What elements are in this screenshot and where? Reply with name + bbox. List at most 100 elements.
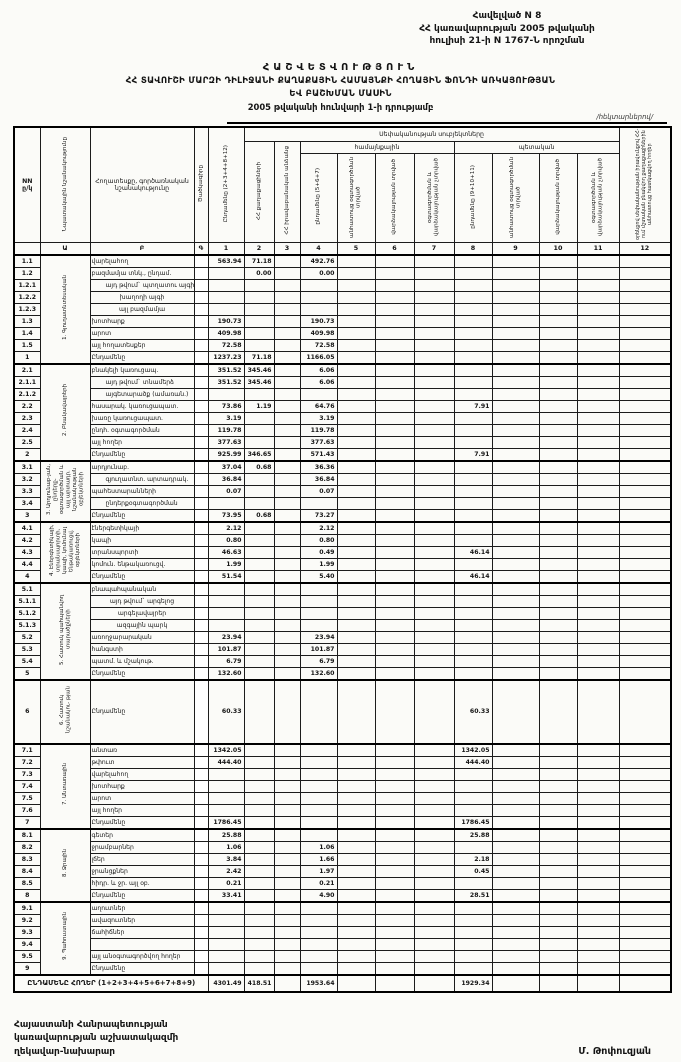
code-cell	[193, 779, 209, 793]
value-cell	[413, 961, 455, 976]
value-cell: 444.40	[453, 755, 493, 769]
value-cell: 0.68	[243, 459, 275, 474]
value-cell	[576, 803, 620, 817]
value-cell	[207, 302, 245, 316]
section-label-text: 4. Էներգետիկայի, տրանսպորտի, կապի, կոմու…	[48, 524, 81, 577]
value-cell	[273, 876, 301, 890]
code-cell	[193, 654, 209, 668]
value-cell	[538, 876, 578, 890]
value-cell	[618, 581, 672, 596]
value-cell	[243, 949, 275, 963]
value-cell	[576, 435, 620, 449]
value-cell	[243, 779, 275, 793]
value-cell	[243, 925, 275, 939]
value-cell	[273, 533, 301, 547]
value-cell	[336, 447, 376, 462]
value-cell	[538, 642, 578, 656]
value-cell	[576, 606, 620, 620]
row-number: 4.3	[13, 545, 41, 559]
value-cell	[538, 447, 578, 462]
signature-block: Հայաստանի Հանրապետության կառավարության ա…	[14, 1019, 651, 1060]
value-cell	[374, 791, 415, 805]
value-cell	[273, 937, 301, 951]
col-header-9: անհատույց օգտագործման տրված	[491, 152, 540, 243]
table-header: NN ը/կ Նպատակային նշանակությունը Հողատես…	[13, 126, 672, 256]
table-row: 2.1 2. Բնակավայրերի բնակելի կառուցապ. 351.5…	[13, 362, 672, 462]
value-cell	[453, 520, 493, 535]
value-cell: 418.51	[243, 973, 275, 993]
value-cell: 377.63	[207, 435, 245, 449]
value-cell: 0.00	[243, 266, 275, 280]
value-cell	[299, 290, 338, 304]
value-cell	[243, 338, 275, 352]
value-cell	[453, 961, 493, 976]
signatory-title: Հայաստանի Հանրապետության կառավարության ա…	[14, 1019, 178, 1060]
value-cell	[491, 618, 540, 632]
code-cell	[193, 900, 209, 915]
value-cell: 46.14	[453, 545, 493, 559]
value-cell	[336, 594, 376, 608]
value-cell	[413, 302, 455, 316]
land-type-label: կապի	[89, 533, 195, 547]
value-cell	[336, 618, 376, 632]
value-cell	[273, 925, 301, 939]
col-header-total-text: Ընդամենը (2+3+4+8+12)	[222, 145, 229, 223]
value-cell	[374, 888, 415, 903]
section-label: 7. Անտառային	[39, 742, 91, 830]
group-header-subjects: Սեփականության սուբյեկտները	[243, 126, 620, 142]
value-cell	[491, 338, 540, 352]
value-cell	[207, 594, 245, 608]
value-cell	[538, 755, 578, 769]
value-cell	[243, 472, 275, 486]
value-cell: 37.04	[207, 459, 245, 474]
code-cell	[193, 840, 209, 854]
value-cell	[413, 642, 455, 656]
land-type-label: ճահիճներ	[89, 925, 195, 939]
value-cell	[618, 937, 672, 951]
table-row: 5.2 առողջարարական 23.94 23.94	[13, 630, 672, 644]
col-header-12-text: օրենքով սեփականության իրավունքով ՀՀ-ում …	[634, 128, 653, 240]
table-row: 1 Ընդամենը 1237.23 71.18 1166.05	[13, 350, 672, 365]
value-cell	[336, 411, 376, 425]
value-cell	[576, 302, 620, 316]
value-cell	[491, 399, 540, 413]
land-type-label: գյուղատնտ. արտադրակ.	[89, 472, 195, 486]
value-cell	[336, 949, 376, 963]
value-cell	[243, 326, 275, 340]
row-number: 2.1	[13, 362, 41, 377]
value-cell	[336, 913, 376, 927]
value-cell	[207, 791, 245, 805]
land-type-label: Ընդամենը	[89, 666, 195, 681]
value-cell	[491, 973, 540, 993]
value-cell	[618, 654, 672, 668]
value-cell	[618, 606, 672, 620]
value-cell	[299, 496, 338, 510]
value-cell	[336, 375, 376, 389]
value-cell	[618, 630, 672, 644]
value-cell	[576, 278, 620, 292]
col-num: 9	[491, 241, 540, 256]
table-row: 1.2.2 խաղողի այգի	[13, 290, 672, 304]
value-cell	[336, 678, 376, 745]
group-header-state: պետական	[453, 140, 620, 154]
row-number: 8.2	[13, 840, 41, 854]
value-cell: 33.41	[207, 888, 245, 903]
value-cell: 36.84	[207, 472, 245, 486]
value-cell	[491, 266, 540, 280]
value-cell	[576, 654, 620, 668]
value-cell	[243, 569, 275, 584]
value-cell	[538, 864, 578, 878]
value-cell	[374, 459, 415, 474]
value-cell: 0.49	[299, 545, 338, 559]
table-row: 3.2 գյուղատնտ. արտադրակ. 36.84 36.84	[13, 472, 672, 486]
value-cell	[538, 581, 578, 596]
value-cell	[374, 338, 415, 352]
col-header-legal-entities-text: ՀՀ իրավաբանական անձանց	[283, 146, 290, 235]
value-cell	[243, 678, 275, 745]
value-cell: 0.07	[207, 484, 245, 498]
value-cell	[336, 423, 376, 437]
value-cell	[491, 925, 540, 939]
value-cell	[273, 678, 301, 745]
land-type-label: խոտհարք	[89, 314, 195, 328]
row-number: 7.6	[13, 803, 41, 817]
